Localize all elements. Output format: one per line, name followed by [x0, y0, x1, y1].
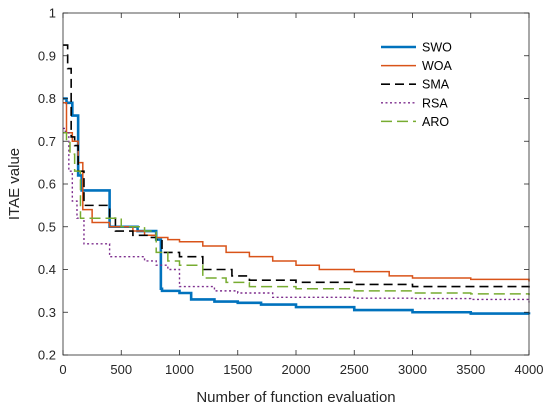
- x-tick-label: 1000: [165, 362, 194, 377]
- y-tick-label: 0.2: [38, 348, 56, 363]
- y-tick-label: 0.8: [38, 91, 56, 106]
- legend: SWO WOA SMA RSA ARO: [372, 33, 512, 130]
- x-axis-label: Number of function evaluation: [196, 389, 395, 406]
- y-tick-label: 0.6: [38, 177, 56, 192]
- x-tick-label: 3000: [398, 362, 427, 377]
- y-tick-label: 0.4: [38, 262, 56, 277]
- y-tick-label: 0.3: [38, 305, 56, 320]
- series-line-swo: [63, 97, 531, 315]
- series-layer: [63, 44, 531, 315]
- legend-label-aro: ARO: [422, 115, 449, 129]
- x-tick-label: 0: [59, 362, 66, 377]
- legend-label-woa: WOA: [422, 59, 453, 73]
- x-tick-label: 3500: [456, 362, 485, 377]
- ticks-layer: 0 500 1000 1500 2000 2500 3000 3500 4000 0.2 0.3 0.…: [38, 6, 544, 378]
- series-line-woa: [63, 102, 530, 282]
- x-tick-label: 4000: [515, 362, 544, 377]
- y-tick-label: 0.7: [38, 134, 56, 149]
- y-tick-label: 0.5: [38, 219, 56, 234]
- x-tick-label: 500: [110, 362, 132, 377]
- y-axis-label: ITAE value: [6, 148, 23, 220]
- x-tick-label: 2500: [340, 362, 369, 377]
- series-line-rsa: [63, 127, 530, 303]
- y-tick-label: 0.9: [38, 48, 56, 63]
- series-line-aro: [63, 131, 530, 296]
- y-tick-label: 1: [49, 6, 56, 21]
- legend-label-sma: SMA: [422, 78, 450, 92]
- legend-label-swo: SWO: [422, 41, 452, 55]
- legend-box: [372, 33, 512, 130]
- x-tick-label: 2000: [282, 362, 311, 377]
- legend-label-rsa: RSA: [422, 96, 448, 110]
- x-tick-label: 1500: [223, 362, 252, 377]
